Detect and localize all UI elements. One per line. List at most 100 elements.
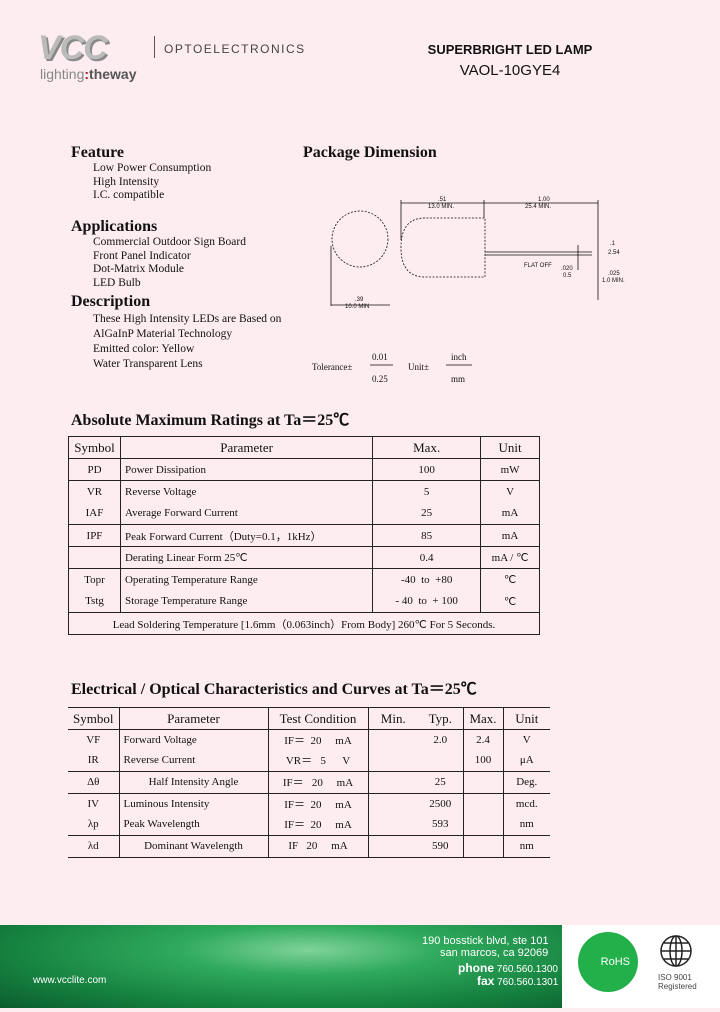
table-row: IV Luminous Intensity IF＝ 20 mA 2500 mcd. [68, 793, 550, 814]
cell [368, 750, 418, 771]
unit-inch: inch [451, 352, 467, 362]
cell: IR [68, 750, 120, 771]
cell: mA [501, 529, 519, 542]
address-line: san marcos, ca 92069 [440, 947, 549, 959]
cell: nm [519, 818, 534, 831]
list-item: These High Intensity LEDs are Based on [93, 313, 282, 325]
dim-label: 25.4 MIN. [525, 204, 551, 210]
iso-label: Registered [658, 982, 697, 991]
dim-label: .51 [438, 197, 447, 203]
iso-label: ISO 9001 [658, 973, 692, 982]
header-cell: Test Condition [268, 707, 369, 730]
table-row: Topr Operating Temperature Range -40 to +8… [68, 568, 540, 591]
electrical-table: Symbol Parameter Test Condition Min. Typ… [68, 707, 550, 730]
cell: 85 [372, 524, 482, 547]
cell: 25 [418, 771, 464, 793]
table-row: Tstg Storage Temperature Range - 40 to + 1… [68, 590, 540, 613]
cell: IF＝ 20 mA [268, 729, 369, 750]
cell: Storage Temperature Range [120, 590, 374, 613]
led-side-view [400, 217, 486, 278]
cell [463, 835, 504, 857]
cell: Derating Linear Form 25℃ [120, 546, 374, 569]
tagline: lighting:theway [40, 66, 137, 82]
list-item: High Intensity [93, 175, 160, 188]
electrical-heading: Electrical / Optical Characteristics and… [71, 681, 477, 698]
dim-label: FLAT OFF [524, 263, 552, 269]
dim-label: 1.0 MIN. [602, 278, 625, 284]
cell: IF＝ 20 mA [268, 771, 369, 793]
cell: VR [68, 480, 121, 503]
cell: 590 [418, 835, 464, 857]
table-row: IPF Peak Forward Current（Duty=0.1，1kHz） 85… [68, 524, 540, 547]
cell: Forward Voltage [119, 729, 269, 750]
cell: 25 [372, 502, 482, 525]
cell [368, 814, 418, 835]
cell: VR＝ 5 V [268, 750, 369, 771]
led-top-view [331, 210, 389, 268]
list-item: I.C. compatible [93, 189, 165, 202]
rohs-badge: RoHS [578, 932, 638, 992]
header-cell: Typ. [418, 707, 464, 730]
website-link[interactable]: www.vcclite.com [33, 975, 107, 986]
fax-label: fax [477, 974, 495, 988]
header-cell: Symbol [68, 436, 121, 459]
table-row: λp Peak Wavelength IF＝ 20 mA 593 nm [68, 814, 550, 835]
cell: Δθ [68, 771, 120, 793]
cell: 100 [372, 458, 482, 481]
cell: Power Dissipation [120, 458, 374, 481]
cell: mA [501, 507, 519, 520]
dim-label: .025 [608, 271, 620, 277]
cell: 2500 [418, 793, 464, 814]
cell: IAF [68, 502, 121, 525]
cell: 2.0 [418, 729, 464, 750]
header-cell: Parameter [120, 436, 374, 459]
cell [368, 771, 418, 793]
cell: Reverse Current [119, 750, 269, 771]
header-cell: Unit [515, 710, 539, 726]
cell: mcd. [515, 797, 538, 810]
cell: IPF [68, 524, 121, 547]
tolerance-label: Tolerance± [312, 362, 352, 372]
address-line: 190 bosstick blvd, ste 101 [422, 935, 549, 947]
phone-number: 760.560.1300 [496, 964, 558, 975]
table-row: VF Forward Voltage IF＝ 20 mA 2.0 2.4 V [68, 729, 550, 750]
table-row: IAF Average Forward Current 25 mA [68, 502, 540, 525]
cell [463, 793, 504, 814]
feature-list: Low Power Consumption High Intensity I.C… [93, 162, 211, 203]
logo-divider [154, 36, 155, 58]
table-row: λd Dominant Wavelength IF 20 mA 590 nm [68, 835, 550, 857]
unit-mm: mm [451, 374, 465, 384]
cell: nm [519, 840, 534, 852]
header-cell: Unit [498, 439, 522, 455]
description-heading: Description [71, 293, 151, 310]
cell: Half Intensity Angle [119, 771, 269, 793]
dim-label: .020 [561, 266, 573, 272]
dim-label: .39 [355, 297, 364, 303]
table-row: Δθ Half Intensity Angle IF＝ 20 mA 25 Deg. [68, 771, 550, 793]
applications-list: Commercial Outdoor Sign Board Front Pane… [93, 236, 246, 290]
electrical-table-body: VF Forward Voltage IF＝ 20 mA 2.0 2.4 V IR Rever… [68, 729, 550, 858]
cell: IV [68, 793, 120, 814]
dim-label: .1 [610, 241, 616, 247]
cell: V [506, 485, 515, 498]
part-number: VAOL-10GYE4 [459, 62, 561, 79]
list-item: Dot-Matrix Module [93, 263, 185, 276]
table-row: IR Reverse Current VR＝ 5 V 100 μA [68, 750, 550, 771]
cell: Luminous Intensity [119, 793, 269, 814]
cell: Peak Forward Current（Duty=0.1，1kHz） [120, 524, 374, 547]
abs-max-heading: Absolute Maximum Ratings at Ta＝25℃ [71, 412, 350, 429]
tolerance-inch: 0.01 [372, 352, 388, 362]
cell: Peak Wavelength [119, 814, 269, 835]
cell: Operating Temperature Range [120, 568, 374, 591]
table-row: Derating Linear Form 25℃ 0.4 mA / ℃ [68, 546, 540, 569]
phone-label: phone [458, 961, 494, 975]
cell [368, 835, 418, 857]
list-item: Front Panel Indicator [93, 249, 191, 262]
cell [463, 771, 504, 793]
cell: λd [68, 835, 120, 857]
cell: 100 [463, 750, 504, 771]
feature-heading: Feature [71, 144, 125, 161]
list-item: Water Transparent Lens [93, 358, 203, 370]
cell: ℃ [503, 595, 517, 608]
cell [368, 793, 418, 814]
